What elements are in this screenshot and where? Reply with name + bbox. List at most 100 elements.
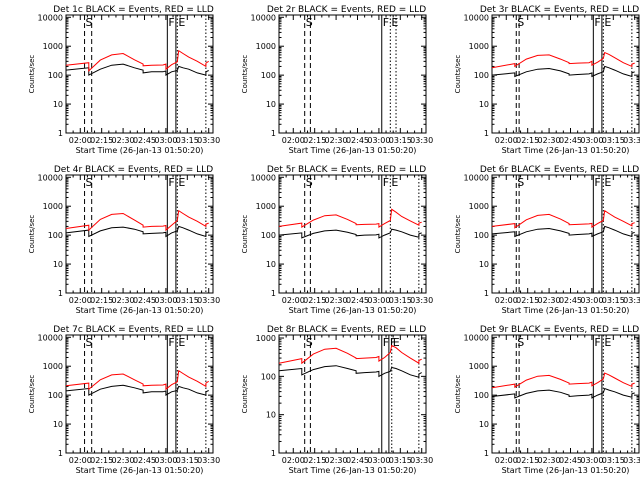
chart-title: Det 3r BLACK = Events, RED = LLD <box>480 5 639 15</box>
marker-label: E <box>393 336 400 349</box>
y-axis-label: Counts/sec <box>28 55 36 94</box>
x-axis-label: Start Time (26-Jan-13 01:50:20) <box>502 146 630 155</box>
x-tick-label: 02:15 <box>90 136 113 145</box>
y-tick-label: 1 <box>484 289 489 298</box>
x-tick-label: 03:30 <box>197 136 220 145</box>
x-tick-label: 02:45 <box>346 296 369 305</box>
x-tick-label: 03:15 <box>389 296 412 305</box>
y-tick-label: 1 <box>484 449 489 458</box>
x-tick-label: 02:30 <box>538 456 561 465</box>
y-tick-label: 10 <box>53 100 63 109</box>
marker-label: F <box>594 176 600 189</box>
x-tick-label: 03:30 <box>197 456 220 465</box>
marker-label: F <box>168 176 174 189</box>
x-tick-label: 03:15 <box>176 456 199 465</box>
x-tick-label: 02:15 <box>90 456 113 465</box>
plot-frame <box>491 14 640 134</box>
x-tick-label: 02:00 <box>282 136 305 145</box>
y-tick-label: 100 <box>474 71 489 80</box>
series-lld <box>491 372 635 389</box>
x-tick-label: 02:45 <box>133 136 156 145</box>
y-tick-label: 10000 <box>464 13 489 22</box>
y-tick-label: 1 <box>58 289 63 298</box>
y-tick-label: 1000 <box>256 334 276 343</box>
y-tick-label: 10 <box>266 100 276 109</box>
chart-title: Det 6r BLACK = Events, RED = LLD <box>480 165 639 175</box>
y-tick-label: 10 <box>266 260 276 269</box>
y-tick-label: 10 <box>479 420 489 429</box>
chart-panel-8: Det 8r BLACK = Events, RED = LLD 1 10 100 10… <box>241 325 433 475</box>
y-tick-label: 1000 <box>43 362 63 371</box>
x-tick-label: 02:00 <box>495 296 518 305</box>
marker-label: E <box>604 176 611 189</box>
plot-frame <box>65 334 214 454</box>
x-tick-label: 03:00 <box>580 296 603 305</box>
chart-title: Det 9r BLACK = Events, RED = LLD <box>480 325 639 335</box>
y-axis-label: Counts/sec <box>454 55 462 94</box>
y-tick-label: 100 <box>261 71 276 80</box>
series-lld <box>65 49 209 73</box>
y-tick-label: 1000 <box>469 362 489 371</box>
x-tick-label: 03:00 <box>580 456 603 465</box>
x-tick-label: 02:45 <box>346 456 369 465</box>
x-axis-label: Start Time (26-Jan-13 01:50:20) <box>76 466 204 475</box>
plot-frame <box>65 14 214 134</box>
plot-frame <box>278 334 427 454</box>
chart-panel-6: Det 6r BLACK = Events, RED = LLD 1 10 100 10… <box>454 165 640 315</box>
x-tick-label: 03:30 <box>623 296 640 305</box>
x-axis-label: Start Time (26-Jan-13 01:50:20) <box>76 306 204 315</box>
x-tick-label: 02:00 <box>495 456 518 465</box>
y-tick-label: 1 <box>484 129 489 138</box>
series-events <box>65 225 209 238</box>
y-axis-label: Counts/sec <box>28 375 36 414</box>
series-lld <box>65 369 209 391</box>
y-tick-label: 1000 <box>469 202 489 211</box>
x-tick-label: 02:00 <box>282 456 305 465</box>
x-tick-label: 02:15 <box>516 296 539 305</box>
x-tick-label: 02:00 <box>69 296 92 305</box>
y-tick-label: 10 <box>53 420 63 429</box>
y-tick-label: 10000 <box>38 13 63 22</box>
marker-label: E <box>178 16 185 29</box>
x-tick-label: 02:15 <box>303 136 326 145</box>
y-tick-label: 100 <box>261 372 276 381</box>
y-tick-label: 1 <box>58 449 63 458</box>
x-tick-label: 03:15 <box>389 456 412 465</box>
x-tick-label: 02:30 <box>325 296 348 305</box>
x-axis-label: Start Time (26-Jan-13 01:50:20) <box>502 466 630 475</box>
y-axis-label: Counts/sec <box>241 375 249 414</box>
y-tick-label: 100 <box>48 231 63 240</box>
y-tick-label: 10 <box>479 260 489 269</box>
marker-label: F <box>168 336 174 349</box>
marker-label: E <box>178 176 185 189</box>
x-tick-label: 03:15 <box>602 296 625 305</box>
series-events <box>65 63 209 76</box>
x-tick-label: 02:45 <box>559 296 582 305</box>
series-events <box>278 365 422 378</box>
x-tick-label: 02:15 <box>516 136 539 145</box>
y-tick-label: 100 <box>48 71 63 80</box>
series-events <box>491 387 635 399</box>
chart-title: Det 8r BLACK = Events, RED = LLD <box>267 325 426 335</box>
x-tick-label: 03:30 <box>197 296 220 305</box>
marker-label: E <box>604 336 611 349</box>
y-tick-label: 100 <box>474 231 489 240</box>
x-tick-label: 02:00 <box>69 456 92 465</box>
x-tick-label: 02:00 <box>495 136 518 145</box>
x-tick-label: 03:30 <box>410 296 433 305</box>
chart-panel-4: Det 4r BLACK = Events, RED = LLD 1 10 100 10… <box>28 165 220 315</box>
y-tick-label: 1000 <box>43 202 63 211</box>
marker-label: F <box>594 336 600 349</box>
marker-label: S <box>517 16 524 29</box>
y-tick-label: 10000 <box>251 173 276 182</box>
marker-label: S <box>306 16 313 29</box>
x-tick-label: 02:30 <box>325 456 348 465</box>
y-axis-label: Counts/sec <box>241 55 249 94</box>
x-tick-label: 03:15 <box>602 136 625 145</box>
y-tick-label: 10000 <box>464 333 489 342</box>
y-tick-label: 10000 <box>38 173 63 182</box>
y-tick-label: 1 <box>58 129 63 138</box>
x-tick-label: 02:15 <box>303 296 326 305</box>
y-tick-label: 100 <box>261 231 276 240</box>
